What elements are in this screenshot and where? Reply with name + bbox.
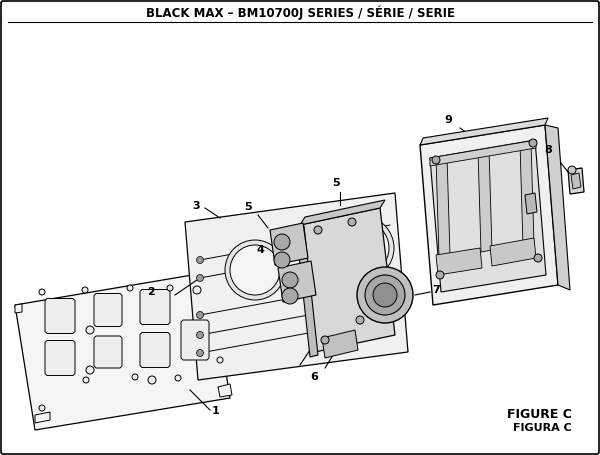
Circle shape [86, 366, 94, 374]
Circle shape [529, 139, 537, 147]
Circle shape [436, 271, 444, 279]
Polygon shape [45, 340, 75, 375]
Text: 7: 7 [432, 285, 440, 295]
Circle shape [365, 275, 405, 315]
Polygon shape [185, 193, 408, 380]
Circle shape [282, 272, 298, 288]
Polygon shape [197, 272, 213, 282]
Polygon shape [278, 261, 316, 302]
Polygon shape [45, 298, 75, 334]
Polygon shape [140, 333, 170, 368]
Circle shape [348, 218, 356, 226]
Circle shape [39, 405, 45, 411]
Circle shape [335, 221, 389, 275]
Circle shape [148, 376, 156, 384]
Circle shape [82, 287, 88, 293]
Polygon shape [140, 289, 170, 324]
Circle shape [225, 240, 285, 300]
Circle shape [378, 288, 402, 312]
Polygon shape [420, 118, 548, 145]
Circle shape [274, 234, 290, 250]
Text: 5: 5 [332, 178, 340, 188]
Circle shape [230, 245, 280, 295]
Polygon shape [478, 149, 492, 252]
Polygon shape [35, 412, 50, 423]
Circle shape [357, 267, 413, 323]
Circle shape [373, 283, 397, 307]
Polygon shape [296, 226, 318, 357]
Circle shape [197, 332, 203, 339]
Circle shape [285, 233, 335, 283]
Polygon shape [436, 156, 450, 257]
Text: 1: 1 [212, 406, 220, 416]
Circle shape [197, 312, 203, 318]
Polygon shape [430, 140, 546, 292]
Circle shape [167, 285, 173, 291]
Circle shape [432, 156, 440, 164]
Text: 3: 3 [193, 201, 200, 211]
Polygon shape [94, 336, 122, 368]
Text: 4: 4 [256, 245, 264, 255]
Circle shape [193, 286, 201, 294]
Circle shape [282, 288, 298, 304]
Polygon shape [420, 125, 558, 305]
Circle shape [83, 377, 89, 383]
Circle shape [374, 284, 406, 316]
Text: 9: 9 [444, 115, 452, 125]
Circle shape [175, 375, 181, 381]
Polygon shape [270, 223, 308, 265]
Polygon shape [568, 168, 584, 194]
Polygon shape [15, 272, 230, 430]
Circle shape [197, 274, 203, 282]
Polygon shape [571, 173, 581, 189]
Polygon shape [520, 141, 534, 247]
Polygon shape [490, 238, 536, 266]
Circle shape [356, 316, 364, 324]
Circle shape [127, 285, 133, 291]
Circle shape [217, 357, 223, 363]
Circle shape [321, 336, 329, 344]
Polygon shape [430, 140, 536, 166]
Polygon shape [94, 293, 122, 327]
Circle shape [314, 226, 322, 234]
Circle shape [197, 257, 203, 263]
Text: 8: 8 [544, 145, 552, 155]
Polygon shape [300, 200, 385, 225]
Circle shape [39, 289, 45, 295]
Polygon shape [525, 193, 537, 214]
Polygon shape [181, 320, 209, 360]
Polygon shape [15, 304, 22, 313]
Text: 6: 6 [310, 372, 318, 382]
Circle shape [132, 374, 138, 380]
Text: FIGURE C: FIGURE C [507, 409, 572, 421]
Text: 5: 5 [244, 202, 252, 212]
Polygon shape [436, 248, 482, 275]
Polygon shape [300, 208, 395, 352]
Circle shape [86, 326, 94, 334]
Circle shape [280, 228, 340, 288]
Polygon shape [322, 330, 358, 358]
Circle shape [534, 254, 542, 262]
Text: FIGURA C: FIGURA C [513, 423, 572, 433]
Circle shape [330, 216, 394, 280]
Polygon shape [545, 125, 570, 290]
Circle shape [197, 349, 203, 357]
Text: 2: 2 [147, 287, 155, 297]
Polygon shape [218, 384, 232, 397]
Circle shape [568, 166, 576, 174]
Circle shape [274, 252, 290, 268]
Text: BLACK MAX – BM10700J SERIES / SÉRIE / SERIE: BLACK MAX – BM10700J SERIES / SÉRIE / SE… [146, 6, 455, 20]
